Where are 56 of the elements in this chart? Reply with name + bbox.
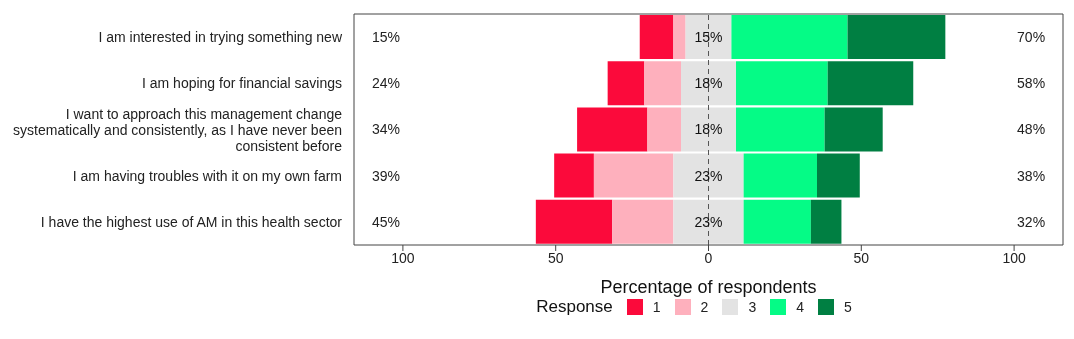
bar <box>681 61 736 106</box>
annotation: 32% <box>1017 213 1046 230</box>
x-tick-label: 50 <box>853 249 870 266</box>
x-tick-label: 50 <box>547 249 564 266</box>
bar <box>743 199 811 244</box>
bar <box>554 153 594 198</box>
bar <box>639 15 674 59</box>
annotation: 15% <box>371 29 400 46</box>
annotation: 45% <box>371 213 400 230</box>
data-label: 18% <box>694 121 723 138</box>
y-tick-label: I want to approach this management change systematically and consistently, as I have never been consistent before <box>13 105 343 154</box>
annotation: 39% <box>371 167 400 184</box>
data-label: 23% <box>694 167 723 184</box>
legend-title: Response <box>536 297 613 317</box>
y-tick-label: I am having troubles with it on my own farm <box>72 167 342 184</box>
y-tick-label: I have the highest use of AM in this health sector <box>40 213 343 230</box>
bar <box>736 107 825 152</box>
bar <box>824 107 883 152</box>
annotation: 58% <box>1017 75 1046 92</box>
legend-label: 2 <box>700 299 709 315</box>
data-label: 15% <box>694 29 723 45</box>
y-tick-label: I am hoping for financial savings <box>142 75 342 92</box>
bar <box>647 107 681 152</box>
x-tick-label: 0 <box>704 249 713 266</box>
bar <box>607 61 645 106</box>
bar <box>736 61 828 106</box>
legend-label: 3 <box>748 299 757 315</box>
x-tick-label: 100 <box>1002 249 1026 266</box>
bar <box>827 61 914 106</box>
data-label: 18% <box>694 75 723 92</box>
bar <box>593 153 674 198</box>
bar <box>577 107 648 152</box>
x-tick-label: 100 <box>391 249 415 266</box>
bar <box>673 199 744 244</box>
bar <box>612 199 674 244</box>
legend-label: 4 <box>796 299 804 315</box>
annotation: 70% <box>1017 29 1046 46</box>
bar <box>816 153 860 198</box>
bar <box>743 153 817 198</box>
bar <box>644 61 681 106</box>
data-label: 23% <box>694 213 723 230</box>
legend-label: 5 <box>843 299 852 315</box>
bar <box>681 107 736 152</box>
annotation: 24% <box>371 75 400 92</box>
bar <box>673 15 686 59</box>
bar <box>535 199 613 244</box>
y-tick-label: I am interested in trying something new <box>98 29 343 46</box>
legend-label: 1 <box>652 299 661 315</box>
bar <box>810 199 842 244</box>
bar <box>673 153 744 198</box>
x-axis-title: Percentage of respondents <box>600 277 817 297</box>
bar <box>731 15 848 59</box>
annotation: 48% <box>1017 121 1046 138</box>
bar <box>847 15 946 59</box>
annotation: 38% <box>1017 167 1046 184</box>
annotation: 34% <box>371 121 400 138</box>
